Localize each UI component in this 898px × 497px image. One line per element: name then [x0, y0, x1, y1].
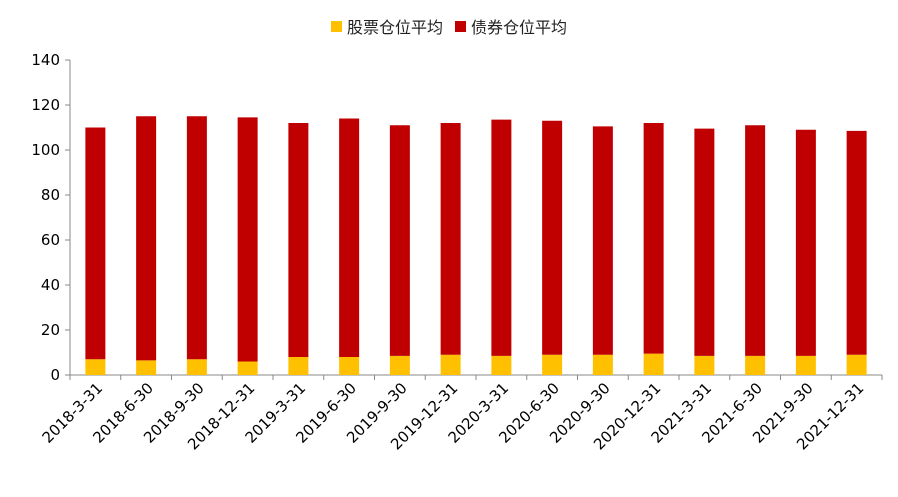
legend-label-stock: 股票仓位平均 [346, 18, 443, 37]
bar-stock-segment [389, 355, 410, 375]
bar-bond-segment [440, 123, 461, 355]
bar-stock-segment [745, 355, 766, 375]
y-tick-label: 60 [41, 231, 60, 249]
legend-swatch-stock [330, 20, 342, 32]
legend-label-bond: 债券仓位平均 [471, 18, 568, 37]
chart-legend: 股票仓位平均 债券仓位平均 [0, 14, 898, 38]
y-tick-label: 120 [31, 96, 60, 114]
bar-stock-segment [136, 360, 157, 375]
bar-bond-segment [542, 120, 563, 355]
bar-stock-segment [186, 359, 207, 375]
bar-stock-segment [85, 359, 106, 375]
bar-stock-segment [846, 354, 867, 375]
bar-bond-segment [491, 119, 512, 356]
bar-bond-segment [846, 130, 867, 355]
bar-bond-segment [85, 127, 106, 360]
bar-stock-segment [795, 355, 816, 375]
bar-stock-segment [643, 353, 664, 375]
bar-bond-segment [288, 123, 309, 357]
y-tick-label: 0 [50, 366, 60, 384]
bar-bond-segment [745, 125, 766, 356]
y-tick-label: 100 [31, 141, 60, 159]
y-tick-label: 40 [41, 276, 60, 294]
legend-item-stock: 股票仓位平均 [330, 14, 443, 38]
bar-bond-segment [237, 117, 258, 362]
bar-bond-segment [694, 128, 715, 356]
y-tick-label: 80 [41, 186, 60, 204]
y-tick-label: 20 [41, 321, 60, 339]
bar-bond-segment [795, 129, 816, 356]
bar-bond-segment [339, 118, 360, 357]
bar-stock-segment [491, 355, 512, 375]
bar-stock-segment [592, 354, 613, 375]
legend-item-bond: 债券仓位平均 [455, 14, 567, 38]
bar-stock-segment [542, 354, 563, 375]
y-tick-label: 140 [31, 51, 60, 69]
bar-bond-segment [643, 123, 664, 354]
legend-swatch-bond [455, 20, 466, 32]
bar-stock-segment [339, 357, 360, 375]
bar-bond-segment [389, 125, 410, 356]
bar-stock-segment [237, 361, 258, 375]
bar-stock-segment [288, 357, 309, 375]
bar-bond-segment [592, 126, 613, 355]
bar-bond-segment [186, 116, 207, 360]
bar-stock-segment [440, 354, 461, 375]
bar-stock-segment [694, 355, 715, 375]
bar-bond-segment [136, 116, 157, 361]
